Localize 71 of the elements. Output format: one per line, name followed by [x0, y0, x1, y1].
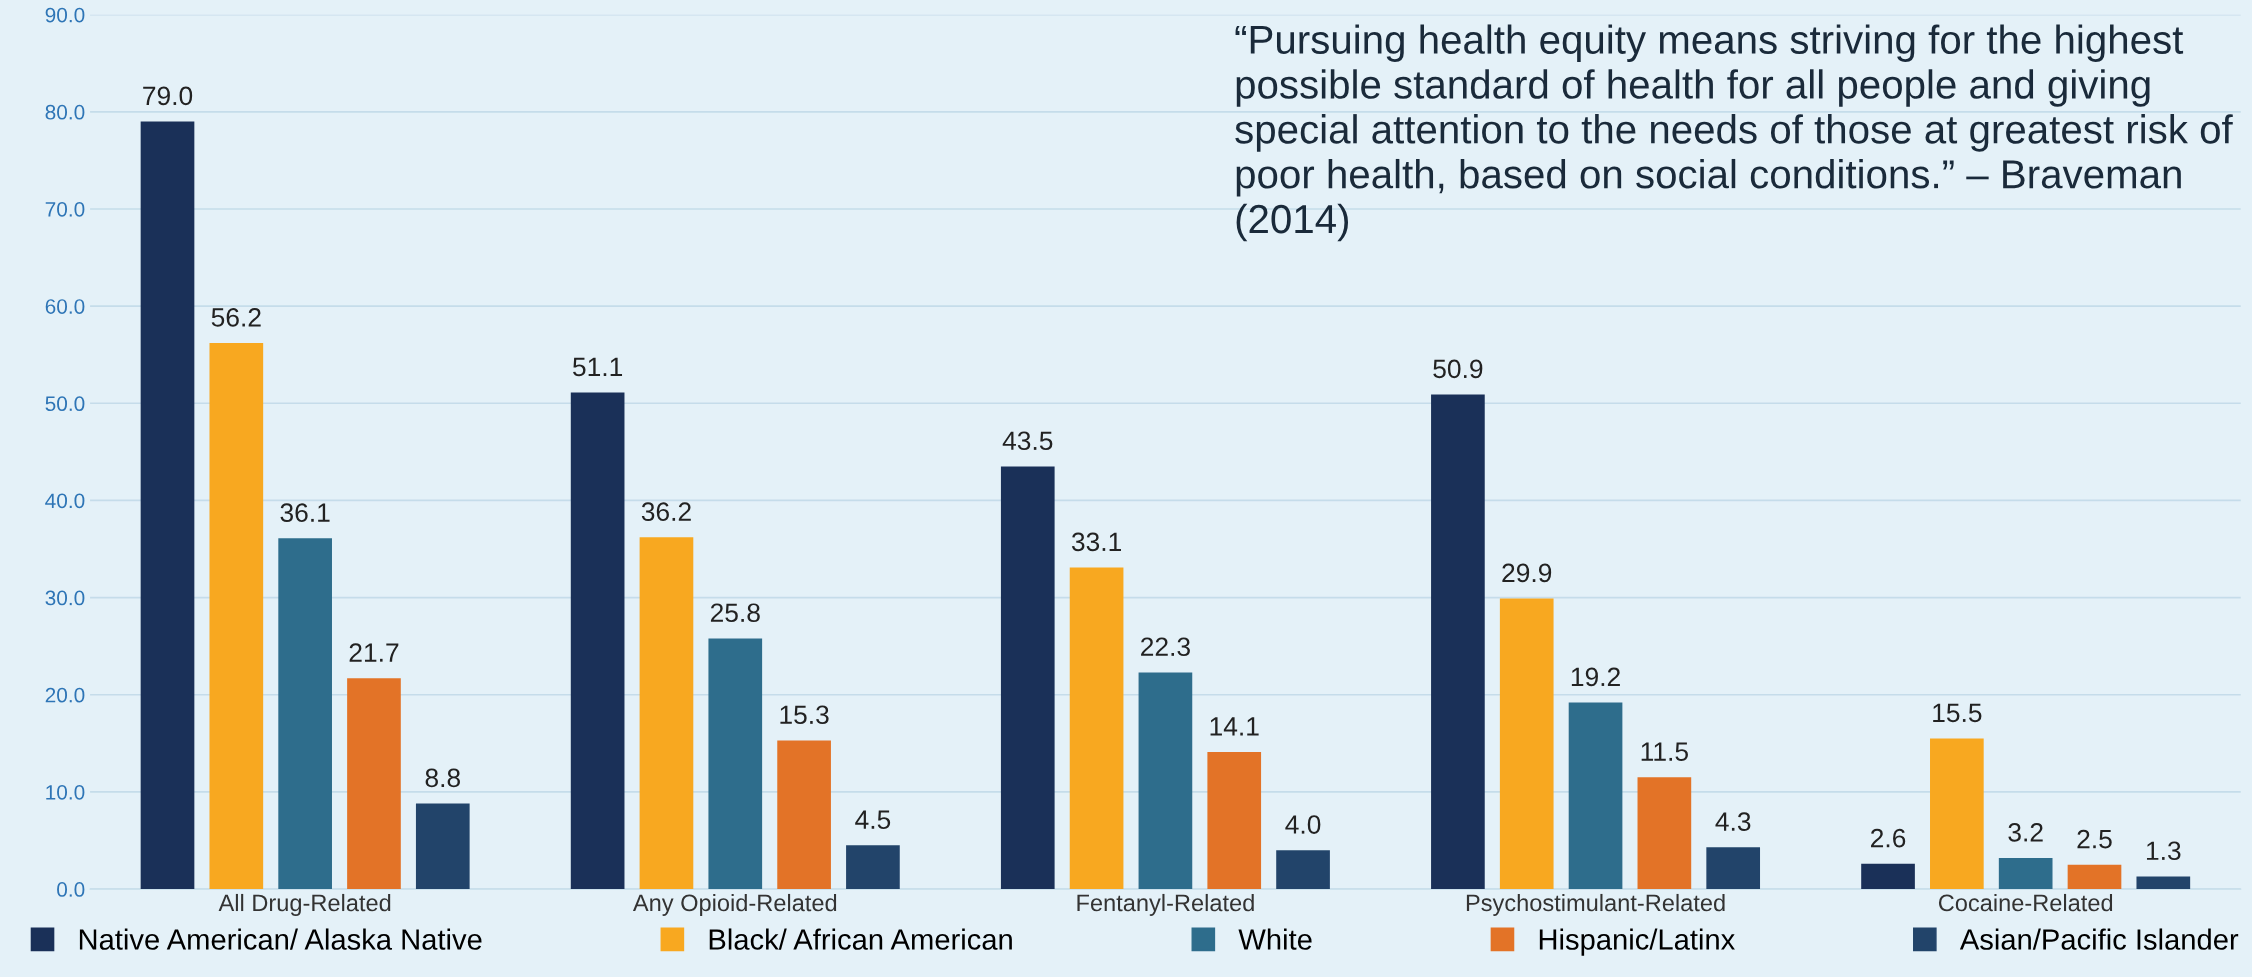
bar: [639, 537, 694, 890]
data-label: 14.1: [1210, 717, 1259, 736]
y-tick-label: 20.0: [45, 687, 85, 703]
bar: [278, 538, 332, 890]
data-label: 50.9: [1433, 359, 1483, 379]
bar: [777, 740, 831, 890]
x-tick-label: Cocaine-Related: [1938, 893, 2113, 912]
x-tick-label: Fentanyl-Related: [1077, 893, 1254, 916]
data-label: 56.2: [211, 308, 261, 327]
y-tick-label: 40.0: [45, 493, 85, 509]
legend-label: Asian/Pacific Islander: [1959, 928, 2239, 950]
y-tick-label: 50.0: [45, 396, 85, 412]
bar: [1207, 752, 1262, 890]
data-label: 36.2: [641, 502, 691, 522]
data-label: 4.0: [1285, 815, 1321, 834]
bar: [2136, 876, 2191, 890]
data-label: 29.9: [1502, 563, 1552, 583]
bar: [1069, 567, 1124, 890]
data-label: 15.5: [1933, 703, 1982, 723]
data-label: 15.3: [780, 705, 829, 725]
x-tick-label: Psychostimulant-Related: [1466, 893, 1725, 916]
data-label: 21.7: [349, 643, 399, 662]
bar: [1568, 702, 1623, 890]
y-tick-label: 60.0: [45, 299, 85, 314]
data-label: 2.6: [1871, 828, 1906, 848]
data-label: 43.5: [1002, 431, 1053, 451]
data-label: 3.2: [2008, 822, 2043, 842]
bar: [1861, 863, 1915, 890]
data-label: 51.1: [573, 357, 623, 377]
y-tick-label: 80.0: [45, 104, 85, 120]
x-tick-label: Any Opioid-Related: [632, 893, 837, 916]
x-tick-label: All Drug-Related: [218, 893, 391, 916]
bar: [1499, 598, 1554, 890]
legend-label: White: [1238, 928, 1312, 950]
data-label: 4.5: [855, 810, 891, 830]
data-label: 36.1: [280, 503, 330, 523]
legend-label: Native American/ Alaska Native: [79, 928, 482, 950]
bar: [415, 803, 470, 890]
data-label: 22.3: [1141, 637, 1190, 657]
bar: [1276, 850, 1330, 890]
y-tick-label: 10.0: [46, 784, 85, 800]
data-label: 8.8: [425, 768, 460, 788]
bar: [209, 343, 264, 890]
data-label: 19.2: [1571, 667, 1620, 687]
bar: [347, 678, 401, 890]
bar: [140, 121, 195, 890]
y-tick-label: 70.0: [45, 201, 85, 217]
bar: [1637, 777, 1692, 890]
bar: [708, 638, 763, 890]
bar: [2067, 864, 2122, 890]
bar: [1000, 466, 1055, 890]
bar: [1998, 857, 2053, 890]
data-label: 79.0: [143, 86, 193, 106]
bar: [570, 392, 625, 890]
y-tick-label: 0.0: [57, 882, 85, 897]
bar: [1706, 847, 1761, 890]
y-tick-label: 90.0: [45, 7, 85, 23]
data-label: 1.3: [2146, 841, 2181, 861]
data-label: 25.8: [710, 603, 760, 623]
data-label: 2.5: [2077, 829, 2112, 849]
bar: [1930, 738, 1984, 890]
data-label: 11.5: [1641, 742, 1688, 762]
y-tick-label: 30.0: [45, 590, 85, 606]
data-label: 33.1: [1071, 532, 1121, 552]
legend-label: Hispanic/Latinx: [1539, 928, 1735, 956]
bar: [846, 845, 900, 890]
data-label: 4.3: [1715, 812, 1751, 831]
legend-label: Black/ African American: [709, 928, 1012, 950]
annotation: “Pursuing health equity means striving for the highest possible standard of health for all people and giving special attention to the needs of those at greatest risk of poor health, based on social conditions.” – Braveman (2014): [1235, 24, 2233, 242]
bar: [1138, 672, 1193, 890]
bar: [1431, 394, 1485, 890]
